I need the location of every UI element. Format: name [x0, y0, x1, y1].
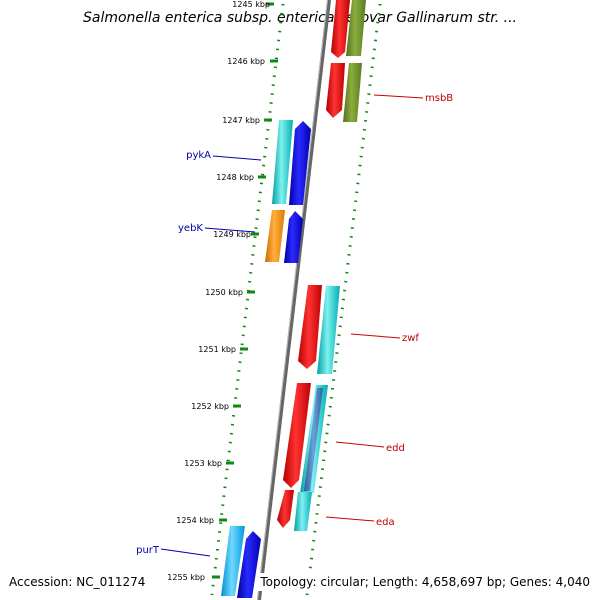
tick-label-1252: 1252 kbp: [191, 402, 229, 411]
tick-1250: 1250 kbp: [205, 288, 255, 297]
gene-arrow-red-top: [331, 0, 350, 58]
gene-arrow-purT: [237, 531, 261, 598]
gene-label-msbB: msbB: [425, 93, 453, 104]
tick-1254: 1254 kbp: [176, 516, 227, 525]
gene-block-orange-yebK: [265, 210, 285, 262]
tick-label-1254: 1254 kbp: [176, 516, 214, 525]
gene-block-cyan-eda: [294, 492, 312, 531]
leader-zwf: [350, 333, 401, 339]
footer-accession-bg: [6, 573, 146, 591]
gene-block-cyan-pykA: [272, 120, 293, 204]
gene-block-steel-edd: [304, 388, 323, 491]
tick-label-1250: 1250 kbp: [205, 288, 243, 297]
tick-1253: 1253 kbp: [184, 459, 234, 468]
leader-edd: [335, 441, 385, 448]
tick-1248: 1248 kbp: [216, 173, 266, 182]
gene-label-purT: purT: [136, 545, 160, 556]
leader-msbB: [373, 94, 424, 99]
leader-purT: [160, 548, 211, 557]
tick-label-1247: 1247 kbp: [222, 116, 260, 125]
gene-block-olive-top: [346, 0, 366, 56]
map-title: Salmonella enterica subsp. enterica sero…: [83, 10, 517, 26]
gene-arrow-zwf: [298, 285, 322, 369]
gene-arrow-yebK: [284, 211, 303, 263]
tick-1252: 1252 kbp: [191, 402, 241, 411]
footer-summary-bg: [258, 573, 594, 591]
tick-1245: 1245 kbp: [232, 0, 274, 9]
tick-1247: 1247 kbp: [222, 116, 272, 125]
genome-backbone-highlight: [257, 0, 328, 600]
gene-block-olive-msbB: [343, 63, 362, 122]
gene-labels: msbB pykA yebK zwf edd eda purT: [136, 93, 453, 557]
tick-label-1249: 1249 kbp: [213, 230, 251, 239]
tick-label-1253: 1253 kbp: [184, 459, 222, 468]
gene-label-eda: eda: [376, 517, 395, 528]
kbp-ticks: 1245 kbp 1246 kbp 1247 kbp 1248 kbp 1249…: [167, 0, 278, 582]
tick-label-1248: 1248 kbp: [216, 173, 254, 182]
genome-backbone: [257, 0, 331, 600]
gene-arrow-eda: [277, 490, 294, 528]
tick-label-1255: 1255 kbp: [167, 573, 205, 582]
gene-blocks: [221, 0, 366, 598]
gene-arrow-msbB: [326, 63, 345, 118]
right-axis-dotted: [305, 3, 382, 596]
tick-label-1246: 1246 kbp: [227, 57, 265, 66]
gene-block-sky-purT: [221, 526, 245, 596]
tick-1249: 1249 kbp: [213, 230, 259, 239]
left-axis-dotted: [210, 3, 285, 596]
gene-arrow-pykA: [289, 121, 311, 205]
tick-1255: 1255 kbp: [167, 573, 220, 582]
gene-label-yebK: yebK: [178, 223, 203, 234]
tick-1251: 1251 kbp: [198, 345, 248, 354]
leader-pykA: [212, 155, 262, 161]
tick-label-1245: 1245 kbp: [232, 0, 270, 9]
summary-text: Topology: circular; Length: 4,658,697 bp…: [259, 575, 590, 589]
gene-label-edd: edd: [386, 443, 405, 454]
leader-yebK: [204, 227, 256, 233]
gene-label-zwf: zwf: [402, 333, 419, 344]
gene-label-pykA: pykA: [186, 150, 211, 161]
tick-1246: 1246 kbp: [227, 57, 278, 66]
accession-text: Accession: NC_011274: [9, 575, 145, 589]
gene-block-cyan-zwf: [317, 286, 340, 374]
tick-label-1251: 1251 kbp: [198, 345, 236, 354]
leader-eda: [325, 516, 375, 522]
gene-arrow-edd: [283, 383, 311, 488]
